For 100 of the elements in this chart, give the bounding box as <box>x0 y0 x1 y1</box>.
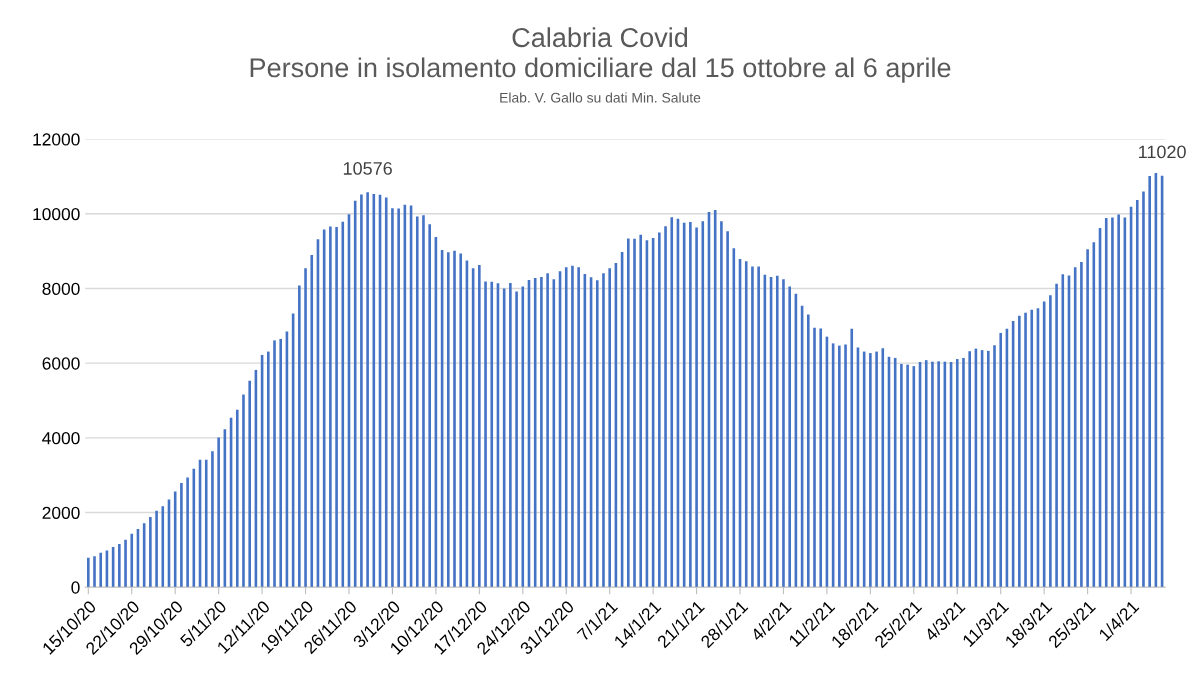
bar <box>937 361 940 588</box>
bar <box>571 265 574 588</box>
bar <box>1024 312 1027 588</box>
bar <box>1148 176 1151 588</box>
bar <box>509 282 512 588</box>
bar <box>931 361 934 588</box>
y-tick-label: 2000 <box>42 506 80 519</box>
bar <box>93 556 96 588</box>
bar <box>515 291 518 588</box>
bar <box>744 261 748 588</box>
bar <box>813 327 816 588</box>
bar <box>577 267 580 588</box>
bar <box>279 338 283 588</box>
bar <box>273 340 276 588</box>
bar <box>422 215 425 588</box>
bar <box>546 273 549 588</box>
bar <box>1086 249 1089 588</box>
bar <box>993 345 996 588</box>
y-tick-label: 6000 <box>42 357 80 370</box>
bar <box>217 437 220 588</box>
bar <box>130 533 134 588</box>
bar <box>900 363 903 588</box>
bar <box>341 221 345 588</box>
bar <box>564 267 568 588</box>
bar <box>987 350 990 588</box>
bar <box>353 200 357 588</box>
bar <box>211 451 214 588</box>
bar <box>670 217 674 588</box>
bar <box>968 351 971 588</box>
y-tick-label: 0 <box>71 581 80 594</box>
bar <box>484 281 487 588</box>
bar <box>1142 191 1145 588</box>
bar <box>881 348 885 588</box>
bar <box>1117 214 1120 588</box>
bar <box>807 314 810 588</box>
bar <box>242 394 245 588</box>
bar <box>490 281 494 588</box>
bar <box>329 226 332 588</box>
bar <box>658 232 661 588</box>
bar <box>428 224 431 588</box>
bar <box>819 328 823 588</box>
bar <box>533 278 537 588</box>
bar <box>695 227 698 588</box>
bar <box>459 253 463 588</box>
y-tick-label: 10000 <box>33 207 80 221</box>
bar <box>478 264 481 588</box>
bar <box>149 517 152 588</box>
bar <box>720 221 723 588</box>
bar <box>1049 295 1052 588</box>
bar <box>1018 315 1021 588</box>
bar <box>161 506 165 588</box>
bar <box>726 231 729 588</box>
bar <box>893 357 897 588</box>
bar <box>775 275 779 588</box>
bar <box>235 409 239 588</box>
bar <box>397 208 400 588</box>
bar <box>689 222 692 588</box>
bar <box>391 208 394 588</box>
bar <box>304 268 307 588</box>
bar <box>335 226 338 588</box>
bar <box>173 491 177 588</box>
y-tick-label: 4000 <box>42 432 80 445</box>
bar <box>788 286 791 588</box>
data-label: 10576 <box>343 162 392 175</box>
bar <box>595 280 599 588</box>
bar <box>1061 274 1065 588</box>
bar <box>955 359 959 588</box>
bar <box>844 344 847 588</box>
bar <box>869 353 872 588</box>
bar <box>248 380 251 588</box>
bar <box>906 364 909 588</box>
bar <box>713 210 717 588</box>
bar <box>360 194 363 588</box>
bar <box>521 286 525 588</box>
bar <box>366 192 369 588</box>
bar <box>838 345 841 588</box>
bar <box>850 328 854 588</box>
bar <box>1055 283 1058 588</box>
bar <box>608 268 611 588</box>
bar <box>384 197 388 588</box>
data-label: 11020 <box>1139 145 1186 159</box>
bar <box>757 266 760 588</box>
bar <box>155 510 158 588</box>
bar <box>751 266 754 588</box>
bar <box>118 543 121 588</box>
bar <box>124 539 127 588</box>
bar <box>186 477 189 588</box>
bar <box>639 234 643 588</box>
bar <box>1073 267 1077 588</box>
bar <box>782 279 785 588</box>
bar <box>633 238 636 588</box>
bar <box>87 557 90 588</box>
bar <box>180 483 183 588</box>
bar <box>664 226 667 588</box>
y-tick-label: 12000 <box>33 133 80 146</box>
bar <box>627 238 630 588</box>
bar <box>924 360 928 588</box>
bar <box>447 252 450 588</box>
chart-subtitle: Elab. V. Gallo su dati Min. Salute <box>500 92 701 103</box>
bar <box>540 276 543 588</box>
